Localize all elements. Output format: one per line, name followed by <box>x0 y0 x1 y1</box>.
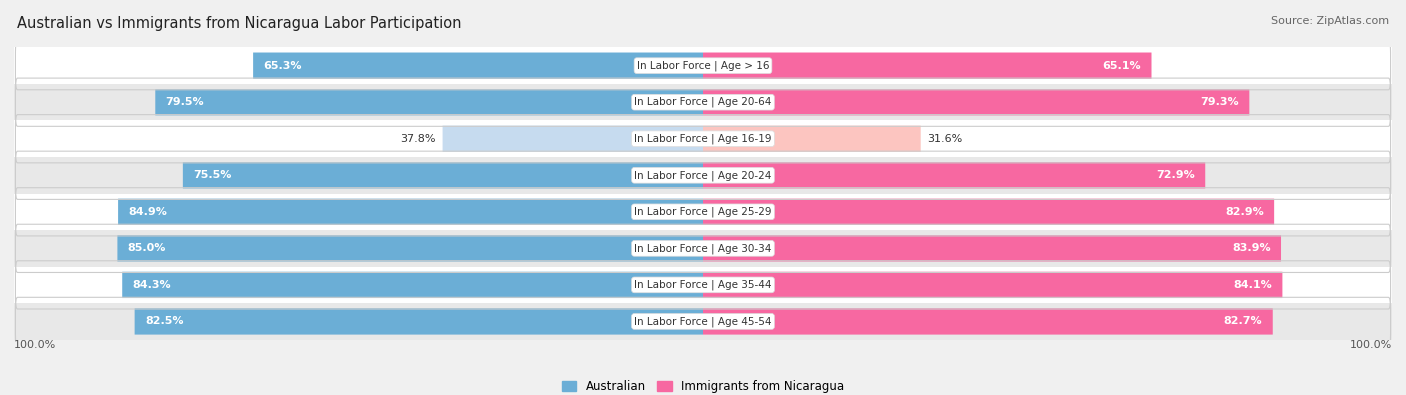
Text: Australian vs Immigrants from Nicaragua Labor Participation: Australian vs Immigrants from Nicaragua … <box>17 16 461 31</box>
Text: In Labor Force | Age 20-24: In Labor Force | Age 20-24 <box>634 170 772 181</box>
Text: 100.0%: 100.0% <box>14 340 56 350</box>
FancyBboxPatch shape <box>253 53 703 79</box>
Text: 79.3%: 79.3% <box>1201 97 1239 107</box>
Text: In Labor Force | Age 20-64: In Labor Force | Age 20-64 <box>634 97 772 107</box>
Bar <box>14 47 1392 84</box>
FancyBboxPatch shape <box>703 272 1282 298</box>
FancyBboxPatch shape <box>122 272 703 298</box>
Text: 83.9%: 83.9% <box>1232 243 1271 253</box>
Text: 100.0%: 100.0% <box>1350 340 1392 350</box>
FancyBboxPatch shape <box>703 308 1272 335</box>
FancyBboxPatch shape <box>703 126 921 152</box>
Text: In Labor Force | Age 25-29: In Labor Force | Age 25-29 <box>634 207 772 217</box>
Bar <box>14 157 1392 194</box>
Text: 85.0%: 85.0% <box>128 243 166 253</box>
Text: Source: ZipAtlas.com: Source: ZipAtlas.com <box>1271 16 1389 26</box>
Legend: Australian, Immigrants from Nicaragua: Australian, Immigrants from Nicaragua <box>557 376 849 395</box>
Text: 82.9%: 82.9% <box>1225 207 1264 217</box>
Text: 84.9%: 84.9% <box>128 207 167 217</box>
Text: In Labor Force | Age 45-54: In Labor Force | Age 45-54 <box>634 316 772 327</box>
FancyBboxPatch shape <box>155 89 703 115</box>
Bar <box>14 194 1392 230</box>
Text: In Labor Force | Age 16-19: In Labor Force | Age 16-19 <box>634 134 772 144</box>
Text: In Labor Force | Age 30-34: In Labor Force | Age 30-34 <box>634 243 772 254</box>
Text: 82.5%: 82.5% <box>145 316 183 326</box>
Text: 82.7%: 82.7% <box>1223 316 1263 326</box>
Text: 65.1%: 65.1% <box>1102 61 1142 71</box>
FancyBboxPatch shape <box>703 89 1250 115</box>
Text: In Labor Force | Age 35-44: In Labor Force | Age 35-44 <box>634 280 772 290</box>
Text: In Labor Force | Age > 16: In Labor Force | Age > 16 <box>637 60 769 71</box>
FancyBboxPatch shape <box>118 199 703 225</box>
Bar <box>14 84 1392 120</box>
Text: 79.5%: 79.5% <box>166 97 204 107</box>
Text: 37.8%: 37.8% <box>401 134 436 144</box>
Text: 84.1%: 84.1% <box>1233 280 1272 290</box>
Text: 72.9%: 72.9% <box>1156 170 1195 180</box>
FancyBboxPatch shape <box>703 53 1152 79</box>
Text: 75.5%: 75.5% <box>193 170 232 180</box>
FancyBboxPatch shape <box>135 308 703 335</box>
FancyBboxPatch shape <box>703 235 1281 261</box>
Text: 65.3%: 65.3% <box>263 61 302 71</box>
FancyBboxPatch shape <box>183 162 703 188</box>
Bar <box>14 120 1392 157</box>
Bar <box>14 303 1392 340</box>
FancyBboxPatch shape <box>703 199 1274 225</box>
Bar <box>14 267 1392 303</box>
Text: 31.6%: 31.6% <box>928 134 963 144</box>
FancyBboxPatch shape <box>703 162 1205 188</box>
FancyBboxPatch shape <box>117 235 703 261</box>
FancyBboxPatch shape <box>443 126 703 152</box>
Text: 84.3%: 84.3% <box>132 280 172 290</box>
Bar <box>14 230 1392 267</box>
